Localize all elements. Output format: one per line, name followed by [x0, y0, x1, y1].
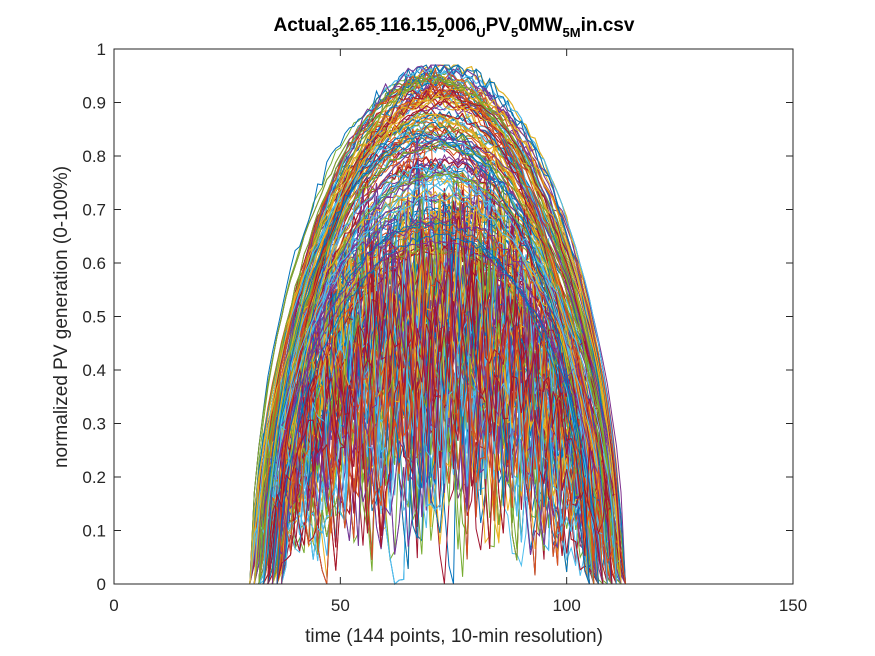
y-tick-label: 0.5	[82, 308, 106, 327]
y-tick-label: 0.6	[82, 254, 106, 273]
title-part: in.csv	[581, 15, 635, 36]
series-layer	[118, 63, 766, 585]
y-tick-label: 0	[97, 575, 106, 594]
title-part: 5	[511, 25, 518, 40]
title-part: -	[376, 25, 380, 40]
title-part: 3	[332, 25, 339, 40]
x-tick-label: 150	[779, 596, 807, 615]
title-part: 006	[445, 15, 477, 36]
title-part: Actual	[274, 15, 332, 36]
y-tick-label: 0.3	[82, 415, 106, 434]
title-part: 0MW	[518, 15, 562, 36]
title-part: U	[476, 25, 485, 40]
y-tick-label: 0.8	[82, 147, 106, 166]
title-part: 116.15	[380, 15, 437, 36]
ticks-layer: 0 50 100 150 0 0.1 0.2 0.3 0.4 0.5 0.6 0.7 0.8 0.9 1	[82, 40, 807, 615]
y-tick-label: 0.4	[82, 361, 106, 380]
y-tick-label: 0.1	[82, 522, 106, 541]
y-axis-label: normalized PV generation (0-100%)	[51, 166, 72, 468]
title-part: PV	[486, 15, 512, 36]
y-tick-label: 1	[97, 40, 106, 59]
title-part: 2.65	[339, 15, 376, 36]
x-axis-label: time (144 points, 10-min resolution)	[305, 626, 603, 647]
y-tick-label: 0.9	[82, 94, 106, 113]
x-tick-label: 100	[552, 596, 580, 615]
x-tick-label: 50	[331, 596, 350, 615]
title-part: 5M	[563, 25, 581, 40]
title-part: 2	[437, 25, 444, 40]
chart-title: Actual32.65-116.152006UPV50MW5Min.csv	[274, 15, 635, 40]
y-tick-label: 0.7	[82, 201, 106, 220]
y-tick-label: 0.2	[82, 468, 106, 487]
x-tick-label: 0	[109, 596, 118, 615]
